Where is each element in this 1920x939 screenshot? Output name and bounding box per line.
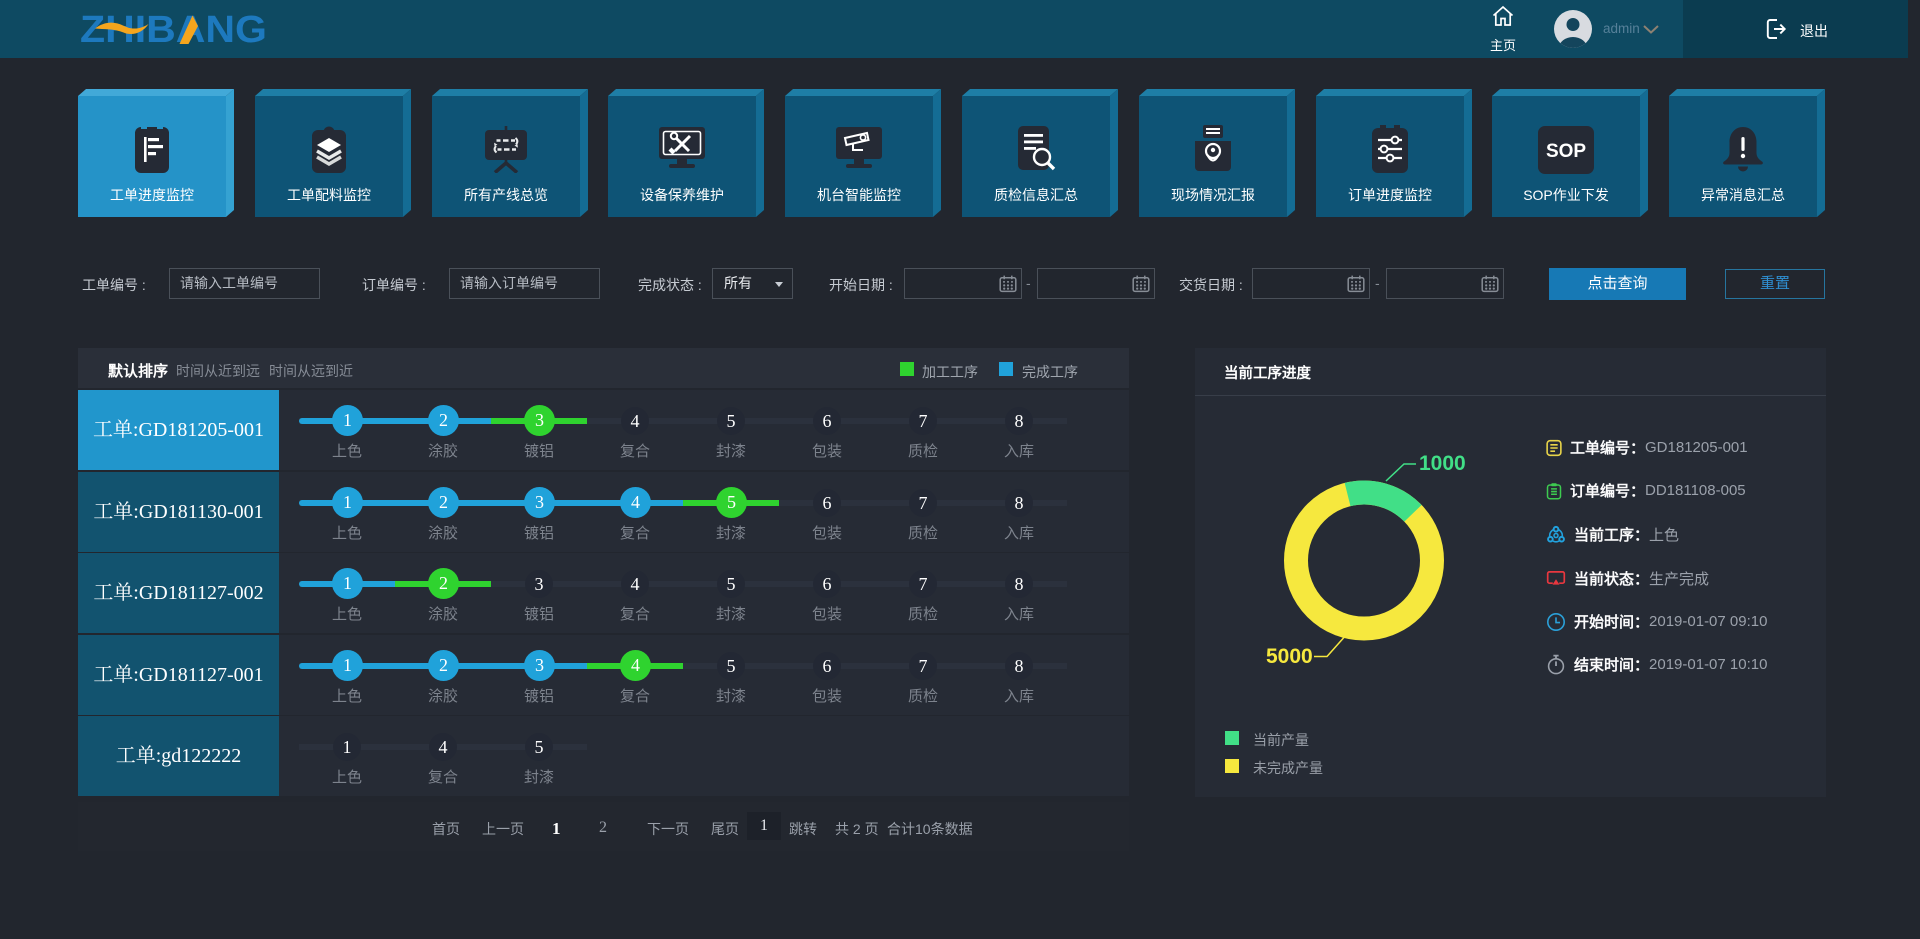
svg-text:SOP: SOP [1546, 141, 1586, 162]
